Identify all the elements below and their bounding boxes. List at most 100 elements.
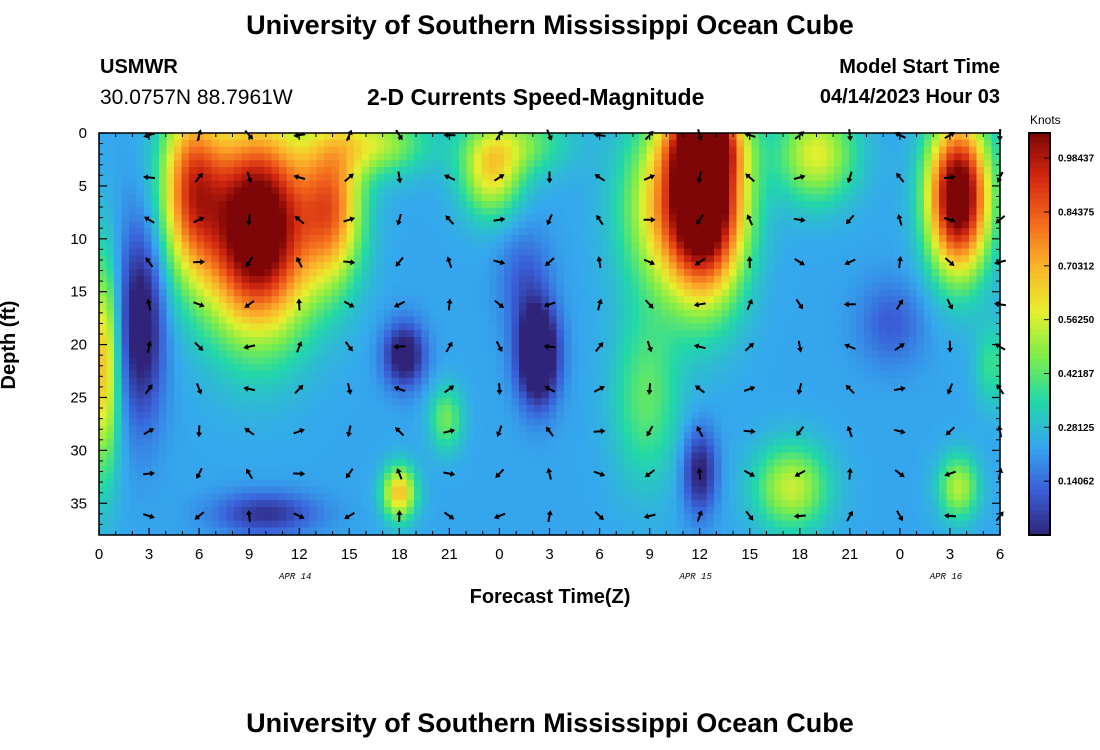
heatmap-cell — [871, 289, 880, 297]
heatmap-cell — [924, 133, 933, 141]
heatmap-cell — [549, 303, 558, 311]
heatmap-cell — [234, 201, 243, 209]
heatmap-cell — [676, 337, 685, 345]
heatmap-cell — [421, 303, 430, 311]
heatmap-cell — [639, 377, 648, 386]
heatmap-cell — [841, 330, 850, 338]
heatmap-cell — [684, 255, 693, 263]
heatmap-cell — [841, 289, 850, 297]
heatmap-cell — [751, 330, 760, 338]
heatmap-cell — [346, 187, 355, 195]
heatmap-cell — [721, 248, 730, 256]
heatmap-cell — [834, 194, 843, 202]
heatmap-cell — [196, 337, 205, 345]
heatmap-cell — [279, 337, 288, 345]
heatmap-cell — [519, 248, 528, 256]
heatmap-cell — [279, 194, 288, 202]
heatmap-cell — [189, 241, 198, 250]
heatmap-cell — [451, 221, 460, 229]
heatmap-cell — [939, 350, 948, 358]
heatmap-cell — [204, 303, 213, 311]
heatmap-cell — [594, 282, 603, 290]
heatmap-cell — [706, 316, 715, 324]
heatmap-cell — [519, 153, 528, 161]
heatmap-cell — [324, 337, 333, 345]
heatmap-cell — [399, 207, 408, 216]
heatmap-cell — [331, 133, 340, 141]
heatmap-cell — [159, 146, 168, 154]
heatmap-cell — [849, 139, 858, 148]
heatmap-cell — [781, 384, 790, 392]
heatmap-cell — [706, 391, 715, 399]
heatmap-cell — [759, 255, 768, 263]
heatmap-cell — [759, 330, 768, 338]
heatmap-cell — [811, 357, 820, 365]
heatmap-cell — [676, 248, 685, 256]
heatmap-cell — [241, 241, 250, 250]
heatmap-cell — [751, 167, 760, 175]
heatmap-cell — [481, 228, 490, 236]
heatmap-cell — [571, 357, 580, 365]
heatmap-cell — [429, 282, 438, 290]
heatmap-cell — [459, 343, 468, 352]
heatmap-cell — [436, 371, 445, 379]
heatmap-cell — [136, 371, 145, 379]
heatmap-cell — [609, 309, 618, 318]
heatmap-cell — [669, 303, 678, 311]
heatmap-cell — [481, 235, 490, 243]
heatmap-cell — [886, 180, 895, 188]
heatmap-cell — [946, 398, 955, 406]
heatmap-cell — [474, 187, 483, 195]
heatmap-cell — [196, 269, 205, 277]
heatmap-cell — [181, 201, 190, 209]
heatmap-cell — [774, 228, 783, 236]
heatmap-cell — [601, 153, 610, 161]
heatmap-cell — [181, 255, 190, 263]
heatmap-cell — [984, 221, 993, 229]
heatmap-cell — [481, 384, 490, 392]
heatmap-cell — [909, 316, 918, 324]
heatmap-cell — [106, 405, 115, 413]
heatmap-cell — [511, 235, 520, 243]
heatmap-cell — [834, 214, 843, 222]
heatmap-cell — [181, 391, 190, 399]
heatmap-cell — [99, 398, 108, 406]
heatmap-cell — [256, 262, 265, 270]
heatmap-cell — [121, 133, 130, 141]
heatmap-cell — [294, 228, 303, 236]
heatmap-cell — [879, 398, 888, 406]
heatmap-cell — [406, 235, 415, 243]
heatmap-cell — [451, 201, 460, 209]
heatmap-cell — [466, 282, 475, 290]
heatmap-cell — [744, 337, 753, 345]
heatmap-cell — [406, 398, 415, 406]
heatmap-cell — [129, 173, 138, 182]
heatmap-cell — [699, 316, 708, 324]
heatmap-cell — [399, 391, 408, 399]
heatmap-cell — [961, 275, 970, 284]
heatmap-cell — [189, 146, 198, 154]
heatmap-cell — [316, 187, 325, 195]
heatmap-cell — [316, 384, 325, 392]
heatmap-cell — [571, 248, 580, 256]
heatmap-cell — [796, 357, 805, 365]
heatmap-cell — [346, 371, 355, 379]
heatmap-cell — [309, 167, 318, 175]
chart-subtitle: 2-D Currents Speed-Magnitude — [367, 84, 705, 110]
heatmap-cell — [691, 214, 700, 222]
heatmap-cell — [436, 343, 445, 352]
heatmap-cell — [639, 337, 648, 345]
heatmap-cell — [564, 330, 573, 338]
heatmap-cell — [901, 255, 910, 263]
heatmap-cell — [361, 364, 370, 372]
heatmap-cell — [931, 343, 940, 352]
heatmap-cell — [391, 228, 400, 236]
heatmap-cell — [924, 269, 933, 277]
heatmap-cell — [399, 214, 408, 222]
heatmap-cell — [249, 255, 258, 263]
heatmap-cell — [669, 139, 678, 148]
heatmap-cell — [159, 167, 168, 175]
heatmap-cell — [909, 167, 918, 175]
heatmap-cell — [354, 221, 363, 229]
heatmap-cell — [301, 330, 310, 338]
